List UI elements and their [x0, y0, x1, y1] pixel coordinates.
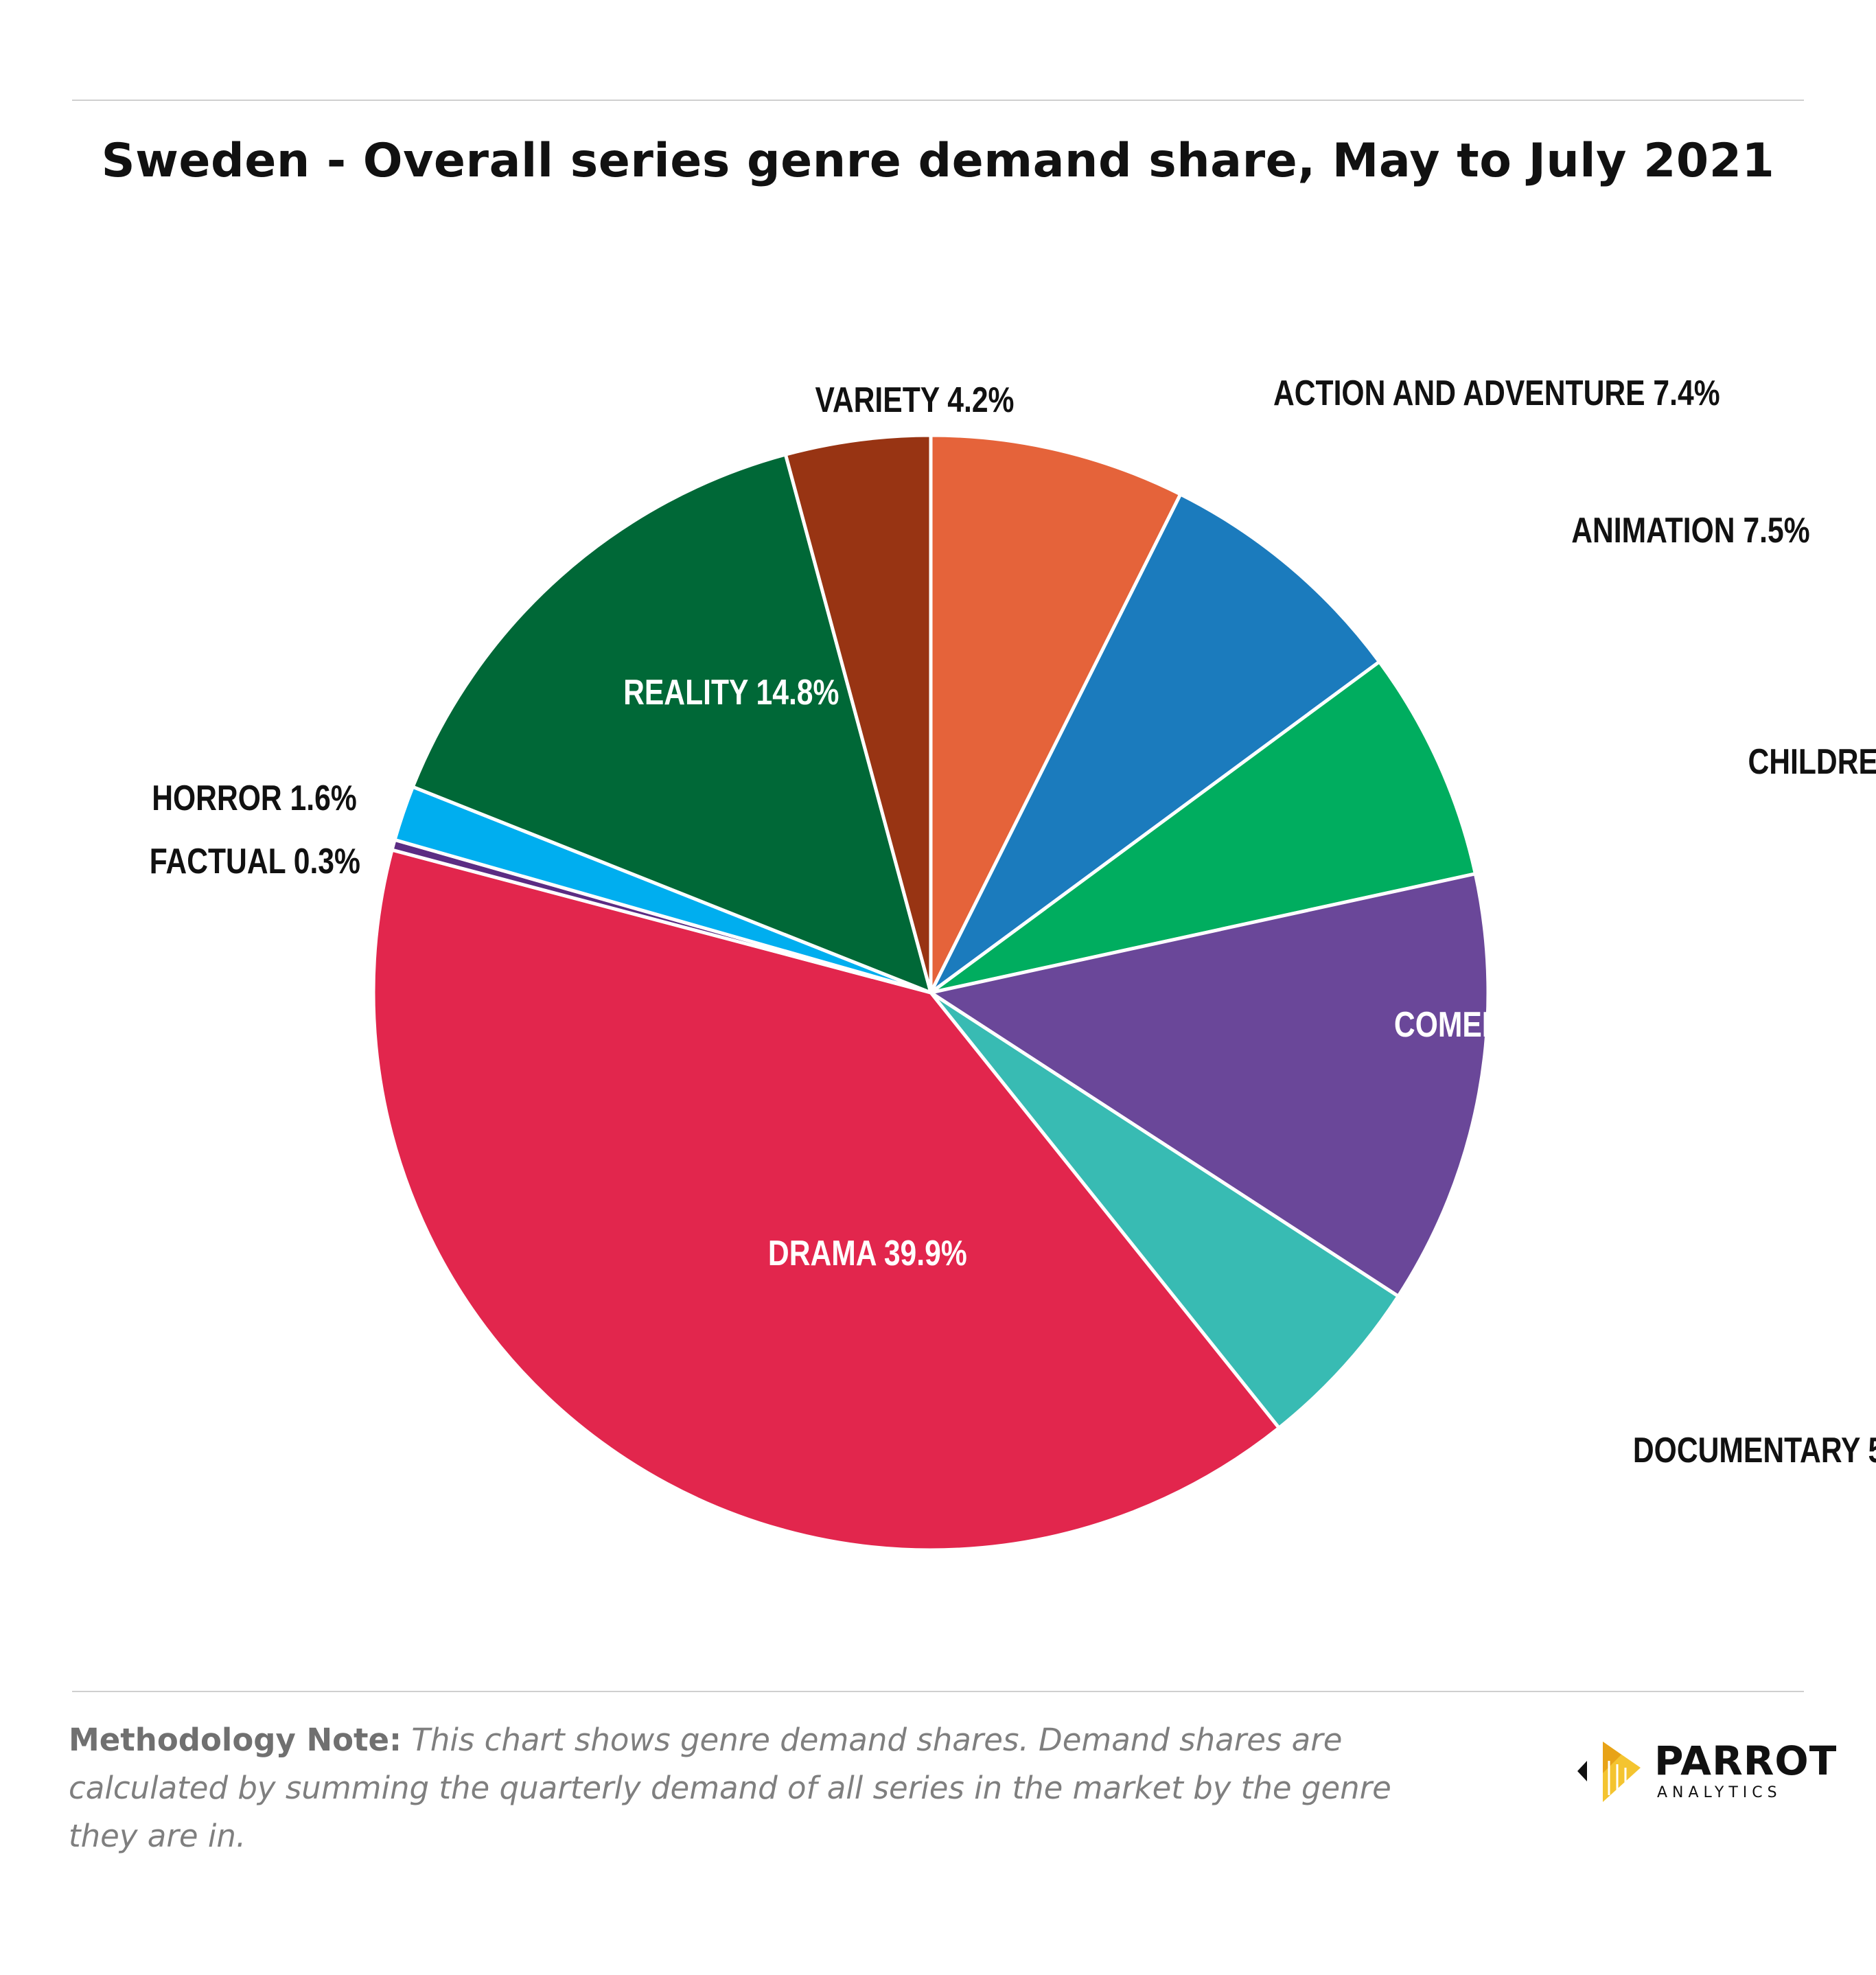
- methodology-note: Methodology Note: This chart shows genre…: [69, 1716, 1428, 1860]
- slice-label-drama: DRAMA 39.9%: [768, 1234, 967, 1273]
- logo-wordmark: PARROT: [1654, 1737, 1838, 1784]
- slice-label-horror: HORROR 1.6%: [152, 778, 357, 818]
- slice-label-comedy: COMEDY 12.6%: [1394, 1005, 1613, 1045]
- top-divider: [72, 100, 1804, 101]
- slice-label-action-and-adventure: ACTION AND ADVENTURE 7.4%: [1273, 373, 1720, 413]
- slice-label-reality: REALITY 14.8%: [623, 673, 839, 713]
- logo-subtitle: ANALYTICS: [1657, 1784, 1782, 1801]
- slice-label-variety: VARIETY 4.2%: [815, 380, 1015, 420]
- pie-outline: [372, 434, 1490, 1551]
- slice-label-factual: FACTUAL 0.3%: [150, 842, 360, 881]
- parrot-analytics-logo: PARROT ANALYTICS: [1572, 1733, 1836, 1809]
- chart-title: Sweden - Overall series genre demand sha…: [101, 134, 1775, 188]
- slice-label-children: CHILDREN 6.7%: [1748, 742, 1876, 782]
- methodology-note-text: This chart shows genre demand shares. De…: [69, 1722, 1391, 1854]
- slice-label-documentary: DOCUMENTARY 5.1%: [1633, 1431, 1876, 1470]
- bottom-divider: [72, 1691, 1804, 1692]
- methodology-note-heading: Methodology Note:: [69, 1722, 402, 1758]
- slice-label-animation: ANIMATION 7.5%: [1571, 511, 1809, 551]
- parrot-logo-icon: [1577, 1742, 1641, 1802]
